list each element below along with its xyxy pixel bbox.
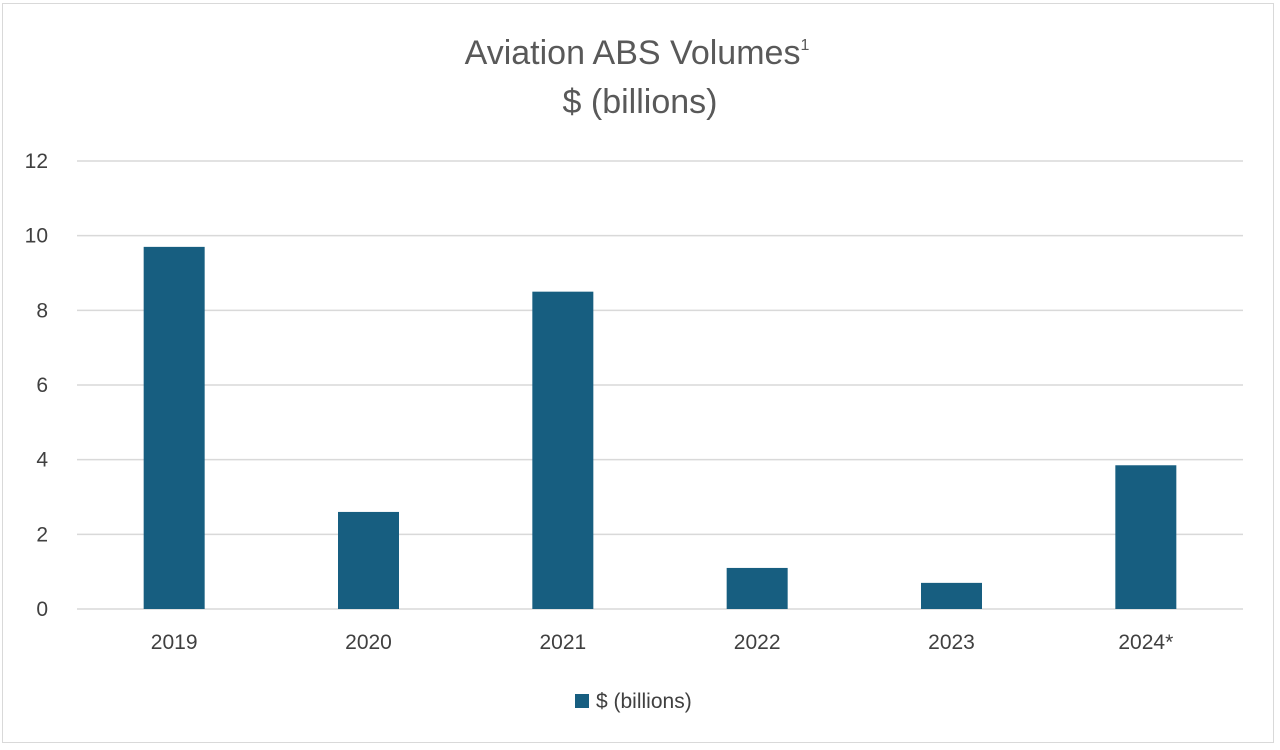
bar-2021 — [532, 291, 594, 609]
chart-title-main: Aviation ABS Volumes — [465, 34, 801, 72]
y-tick-label: 0 — [36, 598, 48, 621]
bar-2020 — [338, 511, 399, 609]
x-tick-label: 2024* — [1118, 631, 1173, 654]
y-axis-tick-labels: 0 2 4 6 8 10 12 — [25, 150, 49, 621]
chart-frame — [2, 3, 1274, 743]
legend-swatch — [575, 694, 589, 708]
gridlines — [77, 160, 1243, 610]
bar-2023 — [921, 582, 982, 609]
y-tick-label: 12 — [25, 150, 48, 173]
x-axis-tick-labels: 2019 2020 2021 2022 2023 2024* — [151, 631, 1173, 654]
y-tick-label: 2 — [36, 523, 48, 546]
y-tick-label: 4 — [36, 449, 48, 472]
bar-2022 — [726, 567, 788, 609]
x-tick-label: 2020 — [345, 631, 392, 654]
y-tick-label: 10 — [25, 225, 48, 248]
legend: $ (billions) — [575, 690, 692, 713]
bar-2024-star — [1115, 465, 1177, 609]
bars — [143, 246, 1177, 609]
x-tick-label: 2019 — [151, 631, 198, 654]
bar-2019 — [143, 246, 205, 609]
legend-label: $ (billions) — [596, 690, 692, 713]
y-tick-label: 8 — [36, 299, 48, 322]
chart-title: Aviation ABS Volumes1 — [465, 34, 810, 72]
y-tick-label: 6 — [36, 374, 48, 397]
chart-subtitle: $ (billions) — [563, 83, 718, 121]
x-tick-label: 2021 — [539, 631, 586, 654]
chart-title-superscript: 1 — [800, 37, 809, 54]
x-tick-label: 2023 — [928, 631, 975, 654]
x-tick-label: 2022 — [734, 631, 781, 654]
